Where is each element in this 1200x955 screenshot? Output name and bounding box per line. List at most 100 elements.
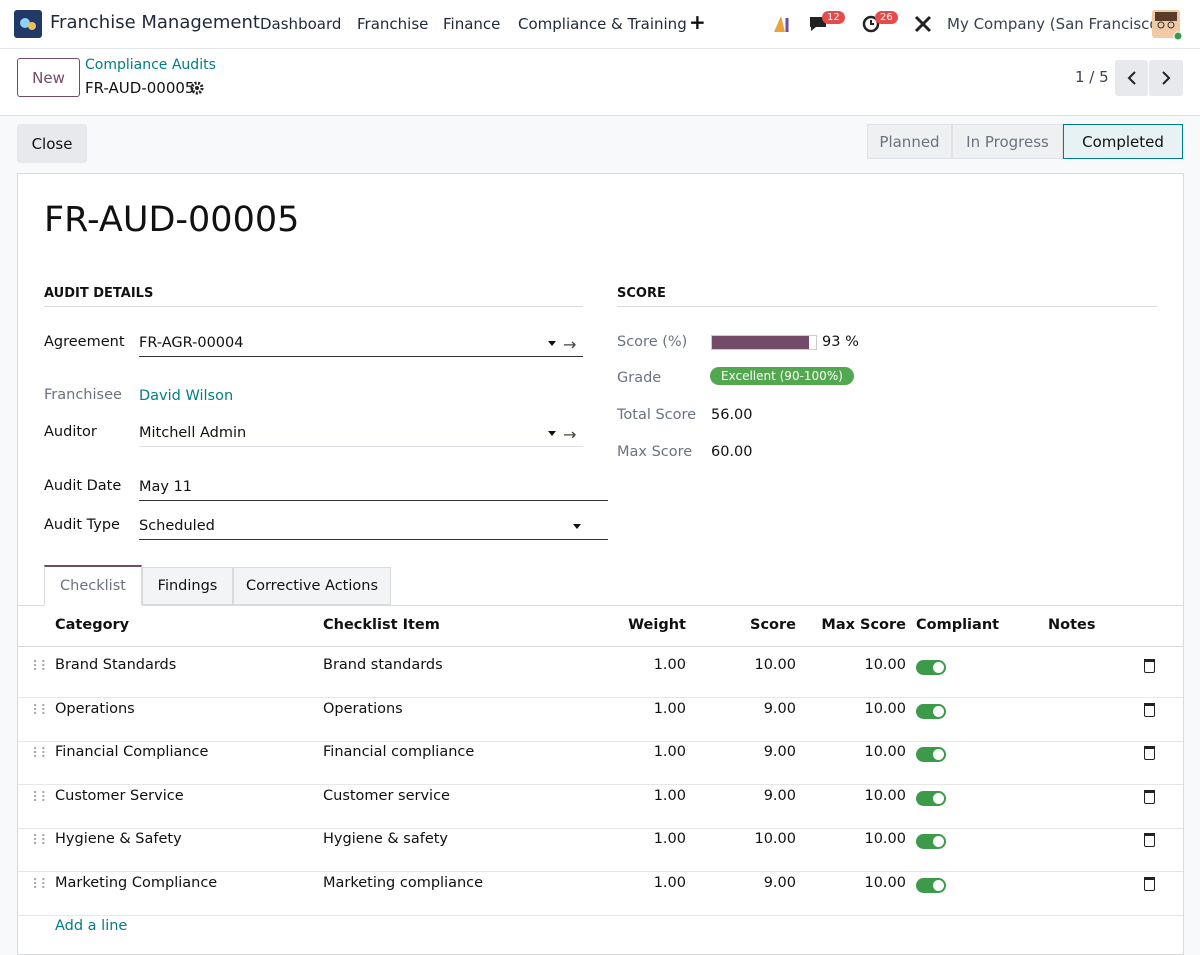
cell: 9.00 [763, 874, 796, 891]
breadcrumb[interactable]: Compliance Audits [85, 57, 216, 73]
cell: 10.00 [754, 831, 796, 847]
cell: Operations [55, 700, 135, 717]
delete-icon[interactable] [1144, 702, 1155, 717]
field-underline [139, 446, 583, 447]
caret [573, 524, 581, 529]
drag-handle[interactable]: ⠇⠇ [32, 833, 50, 849]
form-sheet: FR-AUD-00005 AUDIT DETAILS SCORE Score (… [17, 173, 1184, 955]
toggle[interactable] [916, 747, 946, 762]
avatar[interactable] [1152, 10, 1182, 40]
cell: Operations [323, 700, 403, 717]
row-line [18, 914, 1183, 916]
field-label: Max Score [617, 444, 693, 460]
field-value: 56.00 [711, 407, 753, 423]
caret [548, 431, 556, 436]
cell: 10.00 [754, 657, 796, 673]
delete-icon[interactable] [1144, 789, 1155, 804]
record-title: FR-AUD-00005 [44, 200, 300, 240]
tab[interactable]: Checklist [44, 565, 142, 606]
next-button[interactable] [1149, 60, 1183, 96]
close-button[interactable]: Close [17, 124, 87, 163]
app-name[interactable]: Franchise Management [50, 12, 260, 33]
delete-icon[interactable] [1144, 876, 1155, 891]
new-button[interactable]: New [17, 58, 80, 97]
control-panel: New Compliance Audits FR-AUD-00005 1 / 5 [0, 49, 1200, 116]
row-line [18, 871, 1183, 872]
field-label: Score (%) [617, 334, 688, 350]
cell: Customer Service [55, 787, 184, 804]
toggle-knob [933, 705, 944, 717]
caret [548, 341, 556, 346]
ai-icon[interactable] [772, 14, 794, 34]
toggle[interactable] [916, 834, 946, 849]
delete-icon[interactable] [1144, 833, 1155, 847]
progress-fill [712, 336, 809, 349]
column-header: Checklist Item [323, 617, 440, 633]
field-value[interactable]: Scheduled [139, 518, 215, 534]
cell: 1.00 [653, 831, 686, 847]
gear-icon[interactable] [190, 81, 204, 95]
toggle-knob [933, 879, 944, 891]
cell: 1.00 [653, 787, 686, 804]
field-value[interactable]: Mitchell Admin [139, 425, 247, 441]
row-line [18, 740, 1183, 742]
navbar: Franchise Management Dashboard Franchise F… [0, 0, 1200, 49]
menu-item[interactable]: Dashboard [260, 15, 342, 33]
drag-handle[interactable]: ⠇⠇ [32, 702, 50, 719]
field-value: 60.00 [711, 444, 753, 460]
field-label: Grade [617, 370, 662, 386]
toggle[interactable] [916, 660, 946, 675]
stage[interactable]: In Progress [952, 124, 1063, 159]
drag-handle[interactable]: ⠇⠇ [32, 746, 50, 762]
cell: 10.00 [864, 874, 906, 891]
app-icon [14, 10, 42, 38]
field-label: Franchisee [44, 387, 122, 403]
cell: 9.00 [763, 787, 796, 804]
toggle[interactable] [916, 790, 946, 806]
menu-item[interactable]: Compliance & Training [518, 15, 687, 33]
field-value[interactable]: FR-AGR-00004 [139, 335, 244, 351]
cell: Marketing compliance [323, 874, 484, 891]
field-label: Auditor [44, 424, 97, 440]
cell: Hygiene & Safety [55, 831, 182, 847]
tools-icon[interactable] [914, 15, 932, 33]
add-line[interactable]: Add a line [55, 918, 128, 934]
cell: Customer service [323, 787, 450, 804]
delete-icon[interactable] [1144, 746, 1155, 760]
delete-icon[interactable] [1144, 659, 1155, 673]
drag-handle[interactable]: ⠇⠇ [32, 876, 50, 893]
prev-button[interactable] [1115, 60, 1148, 96]
cell: 9.00 [763, 744, 796, 760]
toggle-knob [933, 836, 944, 847]
tab[interactable]: Corrective Actions [233, 567, 391, 605]
toggle-knob [933, 749, 944, 760]
badge: 12 [822, 11, 845, 24]
menu-item[interactable]: Franchise [357, 15, 429, 33]
toggle[interactable] [916, 703, 946, 719]
toggle[interactable] [916, 877, 946, 893]
row-line [18, 827, 1183, 829]
cell: 10.00 [864, 744, 906, 760]
cell: 10.00 [864, 831, 906, 847]
drag-handle[interactable]: ⠇⠇ [32, 789, 50, 806]
cell: 9.00 [763, 700, 796, 717]
cell: 1.00 [653, 657, 686, 673]
menu-item[interactable]: Finance [443, 15, 501, 33]
drag-handle[interactable]: ⠇⠇ [32, 659, 50, 675]
stage[interactable]: Planned [867, 124, 952, 159]
field-value[interactable]: David Wilson [139, 388, 234, 404]
company[interactable]: My Company (San Francisco) [947, 15, 1165, 33]
record-name: FR-AUD-00005 [85, 79, 195, 97]
score-value: 93 % [822, 334, 859, 350]
activity-icon[interactable] [862, 15, 882, 35]
section-heading: AUDIT DETAILS [44, 286, 154, 301]
field-label: Agreement [44, 334, 125, 350]
cell: Financial compliance [323, 744, 475, 760]
field-value[interactable]: May 11 [139, 479, 193, 495]
stage[interactable]: Completed [1063, 124, 1183, 159]
toggle-knob [933, 792, 944, 804]
cell: Brand Standards [55, 657, 177, 673]
tab[interactable]: Findings [142, 567, 233, 605]
plus-icon[interactable]: + [689, 10, 706, 34]
